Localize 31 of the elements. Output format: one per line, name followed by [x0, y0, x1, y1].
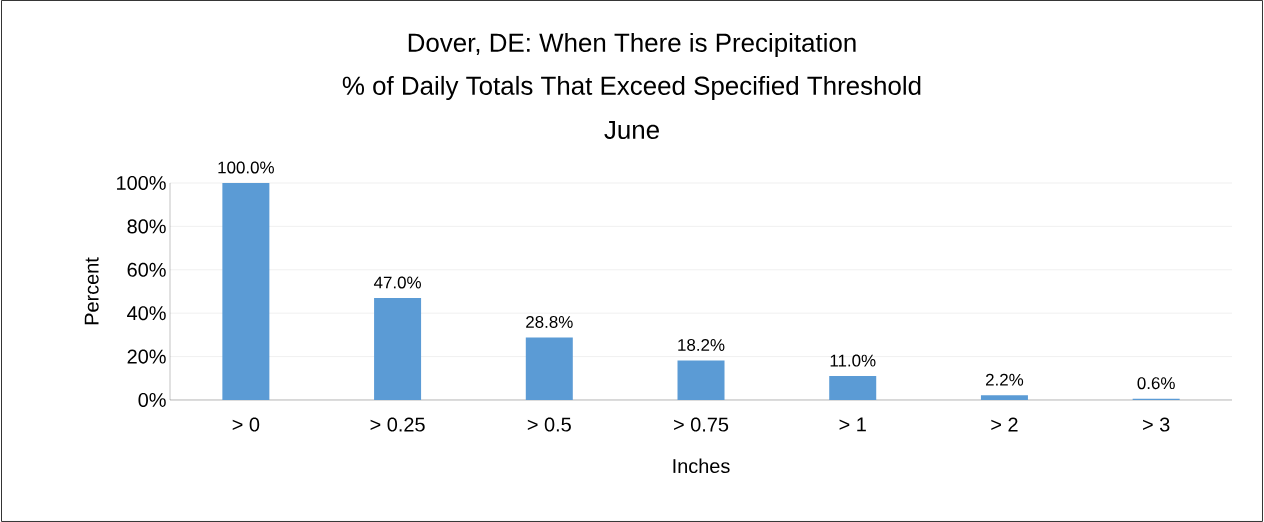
data-label: 100.0% — [218, 161, 274, 174]
bar — [525, 337, 573, 400]
bar — [980, 395, 1028, 400]
data-label: 18.2% — [678, 338, 725, 351]
x-tick-label: > 0 — [232, 417, 260, 432]
data-label: 28.8% — [526, 315, 573, 328]
bar — [677, 360, 725, 400]
chart-title: Dover, DE: When There is Precipitation — [408, 32, 856, 58]
data-label: 2.2% — [986, 373, 1024, 386]
y-tick-label: 0% — [138, 392, 166, 408]
data-label: 0.6% — [1137, 377, 1175, 390]
x-tick-label: > 0.75 — [674, 417, 729, 432]
bar — [222, 182, 270, 400]
x-tick-label: > 3 — [1143, 417, 1170, 432]
y-tick-label: 80% — [127, 219, 166, 234]
bar — [829, 376, 877, 400]
x-tick-label: > 0.25 — [370, 417, 425, 432]
data-label: 11.0% — [830, 354, 876, 367]
x-tick-label: > 1 — [839, 417, 866, 432]
data-label: 47.0% — [373, 276, 421, 289]
y-tick-label: 60% — [127, 262, 166, 277]
text: June — [604, 120, 659, 140]
y-tick-label: 20% — [127, 349, 166, 364]
bar — [374, 298, 422, 400]
y-axis-title: Percent — [84, 257, 99, 325]
y-tick-label: 40% — [127, 306, 166, 321]
x-tick-label: > 0.5 — [527, 417, 571, 432]
x-axis-title: Inches — [673, 458, 730, 474]
chart-subtitle: % of Daily Totals That Exceed Specified Threshold — [342, 75, 921, 101]
y-tick-label: 100% — [117, 175, 166, 191]
x-tick-label: > 2 — [991, 417, 1018, 432]
